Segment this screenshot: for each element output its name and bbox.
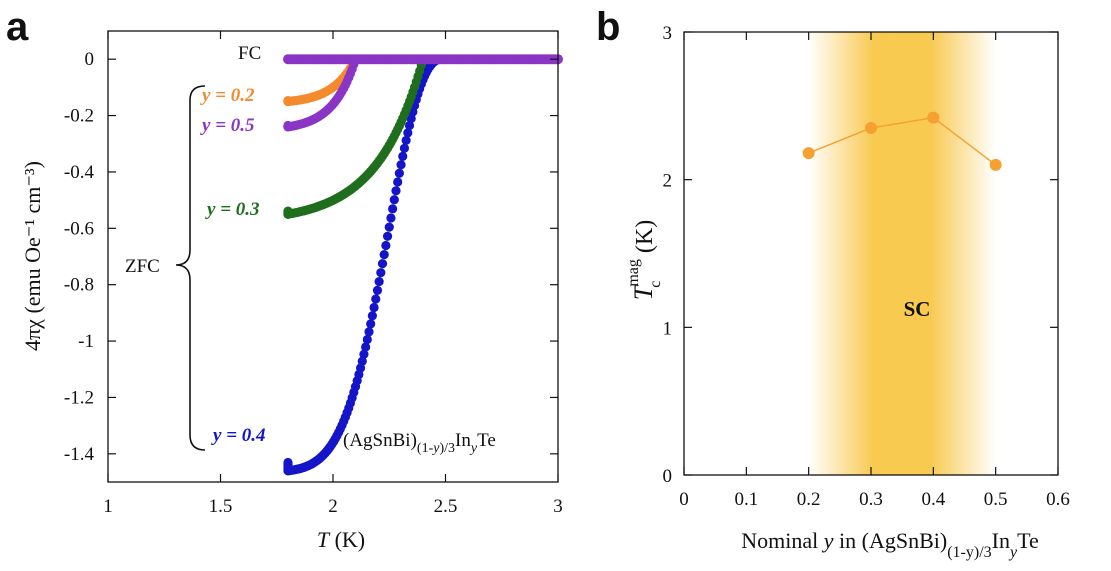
series-label-y03: y = 0.3 <box>205 199 260 220</box>
chart-a-ytick-label: -1.4 <box>64 444 95 465</box>
chart-a-xlabel: T (K) <box>317 527 365 552</box>
data-point <box>376 268 386 278</box>
data-point <box>367 311 377 321</box>
chart-b-ytick-label: 1 <box>663 318 673 339</box>
chart-a-xtick-label: 3 <box>553 496 563 517</box>
series-y04 <box>283 54 563 476</box>
data-point <box>386 213 396 223</box>
compound-label-a: (AgSnBi)(1-y)/3InyTe <box>343 430 496 456</box>
chart-a-xtick-label: 2.5 <box>434 496 458 517</box>
tc-point <box>865 121 877 134</box>
data-point <box>283 120 293 131</box>
chart-a-xtick-label: 1 <box>103 496 113 517</box>
chart-a-ytick-label: -0.6 <box>64 218 94 239</box>
data-point <box>381 240 391 251</box>
data-point <box>377 259 388 269</box>
data-point <box>364 327 374 337</box>
chart-a-ytick-label: 0 <box>85 49 95 70</box>
chart-b-xlabel: Nominal y in (AgSnBi)(1-y)/3InyTe <box>741 528 1039 561</box>
chart-b-xtick-label: 0.2 <box>797 489 821 510</box>
data-point <box>396 160 406 170</box>
data-point <box>394 168 404 178</box>
data-point <box>366 319 376 329</box>
chart-b-xtick-label: 0.1 <box>734 489 758 510</box>
data-point <box>372 285 383 295</box>
chart-a-ytick-label: -1.2 <box>64 387 94 408</box>
data-point <box>283 96 293 106</box>
chart-b-ylabel: Tcmag (K) <box>625 220 664 300</box>
zfc-brace <box>175 85 206 451</box>
series-label-y05: y = 0.5 <box>200 115 255 136</box>
chart-a-ytick-label: -0.4 <box>64 162 95 183</box>
data-point <box>379 249 389 260</box>
data-point <box>361 342 371 352</box>
fc-label: FC <box>238 43 261 64</box>
panel-label-a: a <box>6 5 29 49</box>
series-label-y02: y = 0.2 <box>200 85 255 106</box>
data-point <box>403 128 413 138</box>
data-point <box>399 143 410 153</box>
data-point <box>362 334 372 345</box>
data-point <box>389 195 399 205</box>
data-point <box>398 151 408 162</box>
data-point <box>357 356 367 366</box>
tc-point <box>802 147 815 160</box>
data-point <box>369 302 379 313</box>
chart-b-xtick-label: 0.6 <box>1046 489 1070 510</box>
chart-b-xtick-label: 0 <box>679 489 689 510</box>
zfc-label: ZFC <box>125 256 160 277</box>
chart-a-ylabel: 4πχ (emu Oe⁻¹ cm⁻³) <box>20 161 45 351</box>
chart-b-ytick-label: 2 <box>663 171 673 192</box>
sc-region-label: SC <box>904 297 931 321</box>
series-fc <box>283 54 563 65</box>
data-point <box>388 204 398 214</box>
data-point <box>384 222 394 232</box>
tc-line <box>808 116 997 166</box>
chart-a-ytick-label: -0.8 <box>64 275 94 296</box>
tc-point <box>927 111 940 124</box>
data-point <box>391 186 401 196</box>
data-point <box>283 206 293 216</box>
data-point <box>382 231 393 241</box>
data-point <box>374 276 384 287</box>
chart-b-ytick-label: 0 <box>663 466 673 487</box>
tc-point <box>989 158 1002 171</box>
series-label-y04: y = 0.4 <box>211 425 266 446</box>
data-point <box>371 294 381 304</box>
data-point <box>401 135 411 146</box>
data-point <box>393 177 403 187</box>
chart-b: SC 0 0.1 0.2 0.3 0.4 0.5 0.6 0 1 2 3 Tcmag (K) Nom… <box>625 23 1070 561</box>
chart-a-ytick-label: -0.2 <box>64 106 94 127</box>
sc-region <box>808 32 996 475</box>
data-point <box>404 120 415 131</box>
chart-a-xtick-label: 1.5 <box>209 496 233 517</box>
chart-b-ytick-label: 3 <box>663 23 673 44</box>
chart-b-xtick-label: 0.3 <box>859 489 883 510</box>
data-point <box>283 457 293 468</box>
chart-a-xtick-label: 2 <box>328 496 338 517</box>
chart-a-ytick-label: -1 <box>78 331 94 352</box>
chart-a: 1 1.5 2 2.5 3 0 -0.2 -0.4 -0.6 -0.8 -1 -1.2 -1.4 4πχ… <box>20 30 563 552</box>
data-point <box>359 349 369 359</box>
chart-b-xtick-label: 0.5 <box>984 489 1008 510</box>
chart-b-xtick-label: 0.4 <box>921 489 945 510</box>
panel-label-b: b <box>596 5 620 49</box>
